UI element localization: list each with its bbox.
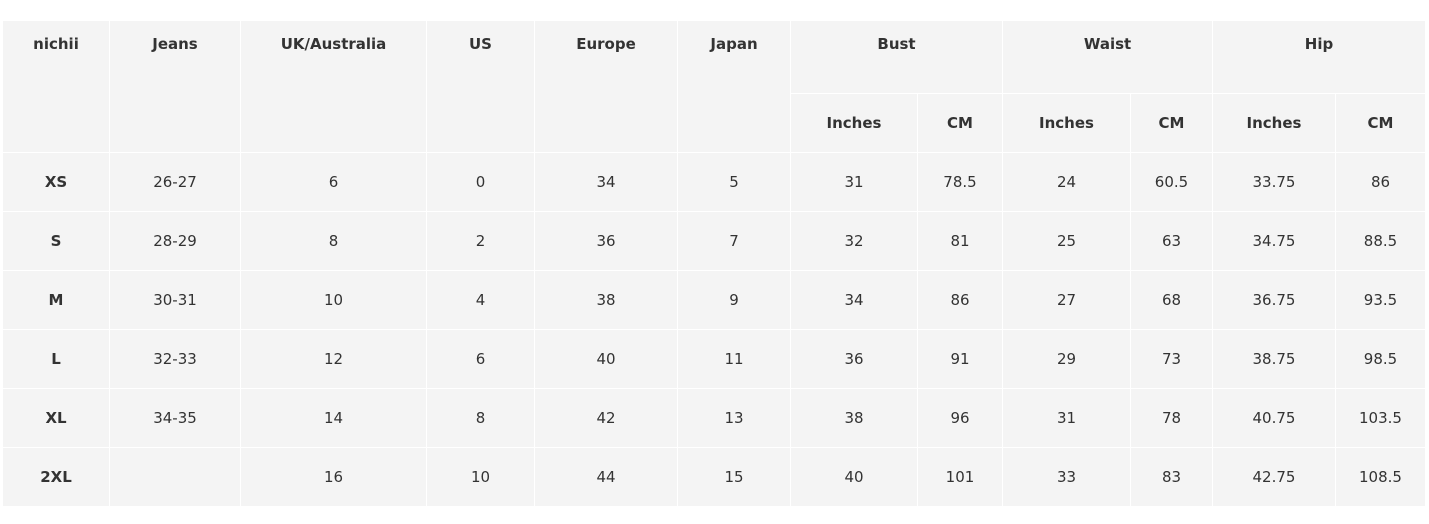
table-cell: 63 bbox=[1130, 211, 1213, 271]
header-brand: nichii bbox=[2, 20, 110, 153]
table-cell: 30-31 bbox=[109, 270, 241, 330]
table-cell: 60.5 bbox=[1130, 152, 1213, 212]
table-cell: 33.75 bbox=[1212, 152, 1336, 212]
table-cell: 78 bbox=[1130, 388, 1213, 448]
table-cell: 42 bbox=[534, 388, 678, 448]
table-cell: 31 bbox=[790, 152, 918, 212]
table-cell: 38.75 bbox=[1212, 329, 1336, 389]
header-bust-cm: CM bbox=[917, 93, 1003, 153]
size-label: XS bbox=[2, 152, 110, 212]
table-cell: 34.75 bbox=[1212, 211, 1336, 271]
header-waist-inches: Inches bbox=[1002, 93, 1131, 153]
table-cell: 36 bbox=[790, 329, 918, 389]
size-label: S bbox=[2, 211, 110, 271]
table-cell: 27 bbox=[1002, 270, 1131, 330]
table-cell: 6 bbox=[240, 152, 427, 212]
table-row: 2XL 16 10 44 15 40 101 33 83 42.75 108.5 bbox=[2, 447, 1426, 507]
size-label: XL bbox=[2, 388, 110, 448]
table-cell: 78.5 bbox=[917, 152, 1003, 212]
table-cell: 34 bbox=[534, 152, 678, 212]
table-cell: 91 bbox=[917, 329, 1003, 389]
table-row: M 30-31 10 4 38 9 34 86 27 68 36.75 93.5 bbox=[2, 270, 1426, 330]
table-cell: 32-33 bbox=[109, 329, 241, 389]
table-cell: 81 bbox=[917, 211, 1003, 271]
header-hip-cm: CM bbox=[1335, 93, 1426, 153]
table-cell: 73 bbox=[1130, 329, 1213, 389]
table-row: XL 34-35 14 8 42 13 38 96 31 78 40.75 103.5 bbox=[2, 388, 1426, 448]
table-cell: 12 bbox=[240, 329, 427, 389]
header-hip: Hip bbox=[1212, 20, 1426, 94]
table-cell: 8 bbox=[426, 388, 535, 448]
header-japan: Japan bbox=[677, 20, 791, 153]
table-cell: 15 bbox=[677, 447, 791, 507]
table-cell: 0 bbox=[426, 152, 535, 212]
header-waist: Waist bbox=[1002, 20, 1213, 94]
table-cell: 36 bbox=[534, 211, 678, 271]
table-cell: 98.5 bbox=[1335, 329, 1426, 389]
table-cell: 40.75 bbox=[1212, 388, 1336, 448]
table-cell: 42.75 bbox=[1212, 447, 1336, 507]
table-cell: 13 bbox=[677, 388, 791, 448]
size-label: L bbox=[2, 329, 110, 389]
table-row: XS 26-27 6 0 34 5 31 78.5 24 60.5 33.75 86 bbox=[2, 152, 1426, 212]
table-cell: 10 bbox=[426, 447, 535, 507]
size-label: 2XL bbox=[2, 447, 110, 507]
table-cell: 6 bbox=[426, 329, 535, 389]
size-chart-table: nichii Jeans UK/Australia US Europe Japa… bbox=[2, 20, 1426, 507]
table-cell bbox=[109, 447, 241, 507]
table-cell: 24 bbox=[1002, 152, 1131, 212]
table-cell: 38 bbox=[534, 270, 678, 330]
table-cell: 88.5 bbox=[1335, 211, 1426, 271]
table-cell: 68 bbox=[1130, 270, 1213, 330]
header-europe: Europe bbox=[534, 20, 678, 153]
table-cell: 33 bbox=[1002, 447, 1131, 507]
header-bust-inches: Inches bbox=[790, 93, 918, 153]
table-cell: 34-35 bbox=[109, 388, 241, 448]
table-cell: 2 bbox=[426, 211, 535, 271]
table-cell: 108.5 bbox=[1335, 447, 1426, 507]
size-label: M bbox=[2, 270, 110, 330]
table-cell: 103.5 bbox=[1335, 388, 1426, 448]
header-waist-cm: CM bbox=[1130, 93, 1213, 153]
table-cell: 44 bbox=[534, 447, 678, 507]
table-cell: 83 bbox=[1130, 447, 1213, 507]
table-cell: 14 bbox=[240, 388, 427, 448]
table-cell: 5 bbox=[677, 152, 791, 212]
table-cell: 34 bbox=[790, 270, 918, 330]
table-cell: 40 bbox=[790, 447, 918, 507]
table-cell: 26-27 bbox=[109, 152, 241, 212]
header-us: US bbox=[426, 20, 535, 153]
table-cell: 4 bbox=[426, 270, 535, 330]
header-hip-inches: Inches bbox=[1212, 93, 1336, 153]
table-cell: 10 bbox=[240, 270, 427, 330]
table-cell: 93.5 bbox=[1335, 270, 1426, 330]
table-cell: 96 bbox=[917, 388, 1003, 448]
table-cell: 25 bbox=[1002, 211, 1131, 271]
table-row: L 32-33 12 6 40 11 36 91 29 73 38.75 98.5 bbox=[2, 329, 1426, 389]
table-cell: 40 bbox=[534, 329, 678, 389]
table-cell: 32 bbox=[790, 211, 918, 271]
table-cell: 29 bbox=[1002, 329, 1131, 389]
table-cell: 7 bbox=[677, 211, 791, 271]
table-cell: 16 bbox=[240, 447, 427, 507]
table-cell: 36.75 bbox=[1212, 270, 1336, 330]
table-cell: 86 bbox=[917, 270, 1003, 330]
table-cell: 31 bbox=[1002, 388, 1131, 448]
table-cell: 9 bbox=[677, 270, 791, 330]
header-jeans: Jeans bbox=[109, 20, 241, 153]
table-cell: 101 bbox=[917, 447, 1003, 507]
table-cell: 86 bbox=[1335, 152, 1426, 212]
table-cell: 38 bbox=[790, 388, 918, 448]
table-cell: 11 bbox=[677, 329, 791, 389]
header-uk: UK/Australia bbox=[240, 20, 427, 153]
table-cell: 28-29 bbox=[109, 211, 241, 271]
table-row: S 28-29 8 2 36 7 32 81 25 63 34.75 88.5 bbox=[2, 211, 1426, 271]
table-cell: 8 bbox=[240, 211, 427, 271]
header-bust: Bust bbox=[790, 20, 1003, 94]
